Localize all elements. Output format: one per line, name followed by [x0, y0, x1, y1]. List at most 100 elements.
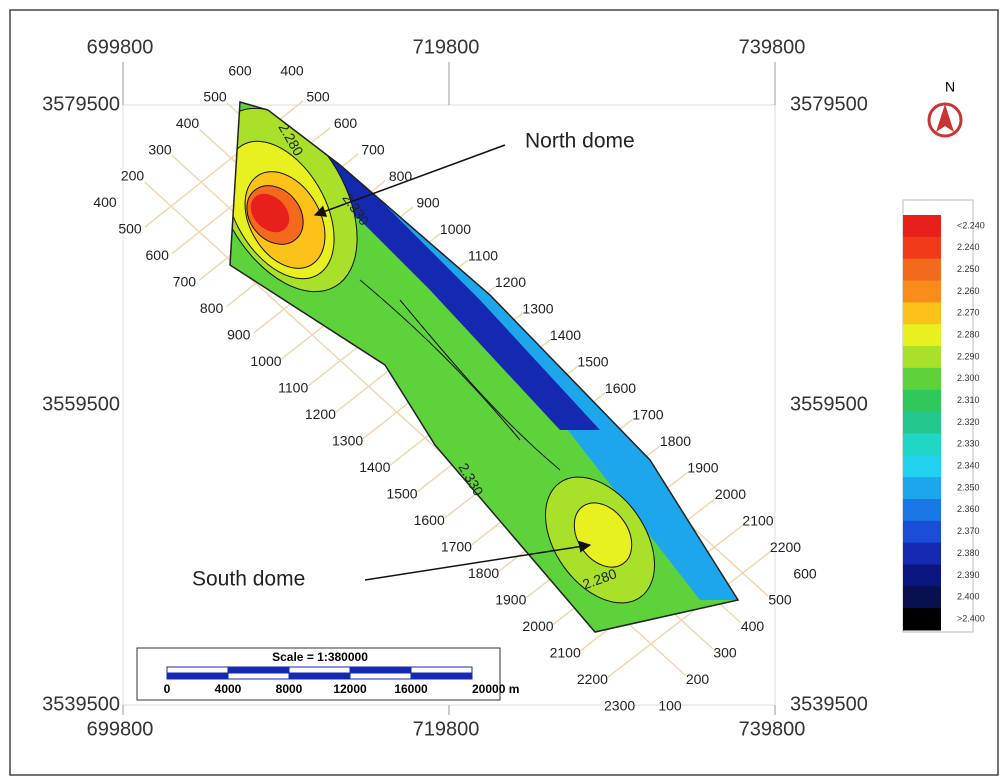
- legend-label: 2.340: [957, 461, 980, 471]
- scale-label: 4000: [215, 682, 242, 696]
- legend-label: 2.250: [957, 264, 980, 274]
- scale-label: 0: [164, 682, 171, 696]
- grid-label: 600: [793, 566, 817, 582]
- annotation: North dome: [525, 130, 635, 153]
- legend-label: 2.320: [957, 417, 980, 427]
- grid-label: 500: [768, 592, 792, 608]
- grid-label: 1900: [687, 460, 718, 476]
- scale-segment: [227, 672, 290, 680]
- legend-swatch: [903, 215, 941, 238]
- grid-label: 1000: [440, 221, 471, 237]
- grid-label: 100: [658, 698, 682, 714]
- grid-label: 1500: [386, 486, 417, 502]
- grid-label: 1400: [359, 459, 390, 475]
- scale-segment: [288, 672, 351, 680]
- legend-label: 2.400: [957, 592, 980, 602]
- x-coord: 739800: [739, 718, 806, 740]
- y-coord: 3539500: [790, 693, 868, 715]
- grid-label: 2200: [577, 671, 608, 687]
- grid-label: 600: [334, 115, 358, 131]
- y-coord: 3579500: [790, 93, 868, 115]
- legend-swatch: [903, 346, 941, 369]
- scale-segment: [227, 666, 290, 674]
- x-coord: 699800: [87, 36, 154, 58]
- legend-label: 2.360: [957, 504, 980, 514]
- grid-label: 400: [176, 115, 200, 131]
- grid-label: 1600: [414, 512, 445, 528]
- legend-swatch: [903, 542, 941, 565]
- grid-label: 2300: [604, 698, 635, 714]
- grid-label: 900: [227, 327, 251, 343]
- legend-swatch: [903, 258, 941, 282]
- legend-swatch: [903, 367, 941, 391]
- grid-label: 1300: [332, 433, 363, 449]
- grid-label: 1800: [660, 433, 691, 449]
- legend-label: <2.240: [957, 220, 985, 230]
- scale-label: 20000 m: [472, 682, 519, 696]
- legend-label: 2.270: [957, 308, 980, 318]
- grid-label: 1400: [550, 327, 581, 343]
- legend-label: 2.350: [957, 482, 980, 492]
- grid-label: 2100: [742, 513, 773, 529]
- legend-swatch: [903, 236, 941, 260]
- grid-label: 400: [93, 194, 117, 210]
- scale-segment: [349, 672, 412, 680]
- legend-swatch: [903, 455, 941, 478]
- scale-label: 8000: [276, 682, 303, 696]
- grid-label: 2000: [522, 618, 553, 634]
- legend-swatch: [903, 498, 941, 522]
- grid-label: 1100: [278, 380, 308, 396]
- legend-swatch: [903, 564, 941, 587]
- grid-label: 2100: [550, 645, 581, 661]
- legend-label: 2.310: [957, 395, 980, 405]
- annotation-arrow: [364, 540, 592, 581]
- grid-label: 1600: [605, 380, 636, 396]
- scale-label: 12000: [333, 682, 367, 696]
- grid-label: 300: [148, 141, 172, 157]
- scale-segment: [166, 672, 229, 680]
- y-coord: 3559500: [42, 393, 120, 415]
- legend-swatch: [903, 586, 941, 609]
- grid-label: 500: [118, 221, 142, 237]
- grid-label: 1000: [250, 353, 281, 369]
- grid-label: 800: [200, 300, 224, 316]
- y-coord: 3559500: [790, 393, 868, 415]
- legend-label: 2.390: [957, 570, 980, 580]
- y-coord: 3539500: [42, 693, 120, 715]
- grid-label: 2000: [715, 486, 746, 502]
- grid-label: 1500: [577, 354, 608, 370]
- grid-label: 1700: [632, 407, 663, 423]
- legend-label: 2.240: [957, 242, 980, 252]
- scale-segment: [410, 672, 473, 680]
- north-arrow: N: [927, 79, 963, 138]
- legend-swatch: [903, 520, 941, 544]
- legend-swatch: [903, 433, 941, 456]
- x-coord: 719800: [413, 718, 480, 740]
- scale-segment: [349, 666, 412, 674]
- legend-swatch: [903, 477, 941, 500]
- survey-boundary: [229, 101, 740, 633]
- legend-label: 2.280: [957, 330, 980, 340]
- grid-label: 1900: [495, 592, 526, 608]
- legend-label: 2.290: [957, 351, 980, 361]
- scale-title: Scale = 1:380000: [272, 650, 368, 664]
- legend-label: 2.300: [957, 373, 980, 383]
- annotation-arrow: [313, 144, 506, 217]
- grid-label: 700: [361, 142, 385, 158]
- grid-label: 2200: [770, 539, 801, 555]
- legend-swatch: [903, 389, 941, 413]
- scale-segment: [166, 666, 229, 674]
- legend-label: 2.380: [957, 548, 980, 558]
- legend-label: 2.260: [957, 286, 980, 296]
- x-coord: 719800: [413, 36, 480, 58]
- grid-label: 600: [228, 63, 252, 79]
- annotation: South dome: [192, 568, 305, 591]
- legend-swatch: [903, 324, 941, 347]
- scale-segment: [410, 666, 473, 674]
- grid-label: 1700: [441, 539, 472, 555]
- legend-swatch: [903, 608, 941, 631]
- scale-segment: [288, 666, 351, 674]
- x-coord: 699800: [87, 718, 154, 740]
- legend-swatch: [903, 411, 941, 434]
- grid-label: 1200: [495, 274, 526, 290]
